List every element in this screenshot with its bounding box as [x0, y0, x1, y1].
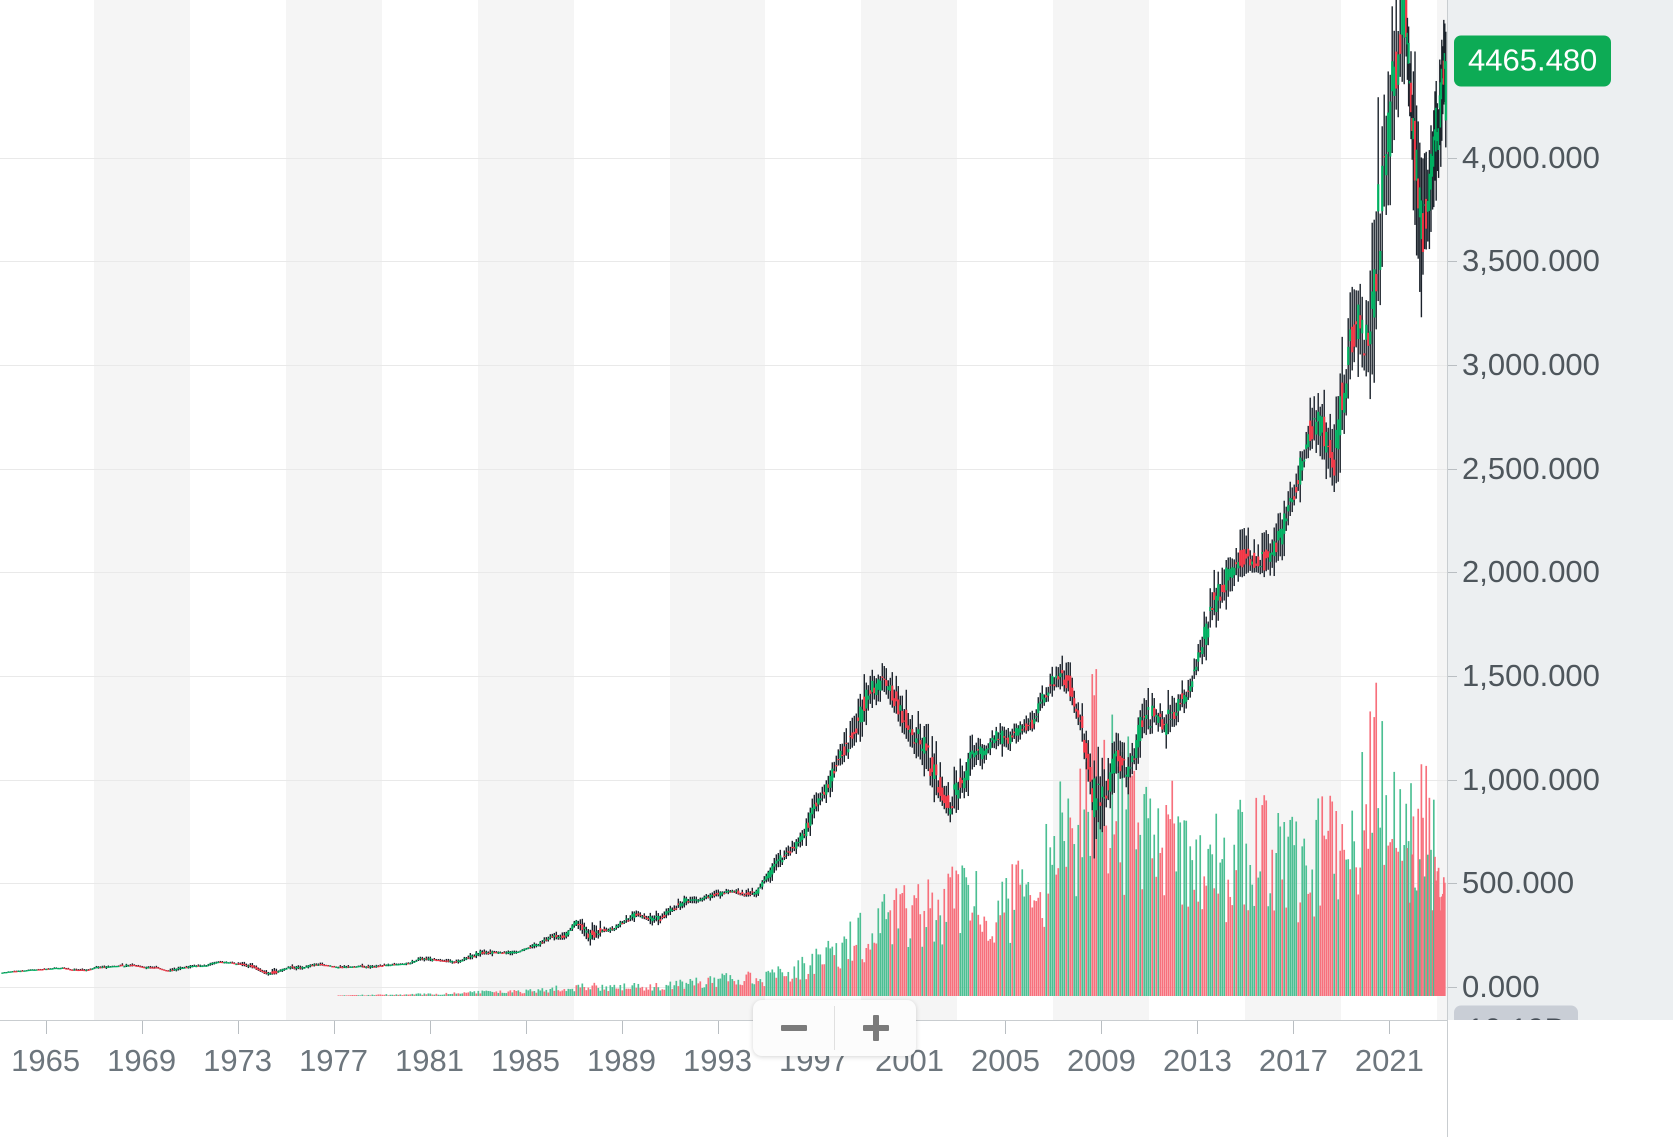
- price-axis-label: 500.000: [1462, 865, 1575, 901]
- time-axis-label: 1985: [491, 1043, 560, 1078]
- last-price-badge: 4465.480: [1454, 35, 1612, 87]
- time-axis-label: 2021: [1354, 1043, 1424, 1078]
- background-stripe: [669, 0, 766, 1020]
- time-axis-tick: [334, 1021, 335, 1034]
- gridline: [0, 883, 1447, 884]
- minus-icon: [780, 1025, 807, 1031]
- background-stripe: [285, 0, 382, 1020]
- time-axis-label: 1965: [11, 1043, 81, 1078]
- time-axis-label: 2005: [970, 1043, 1040, 1078]
- time-axis-tick: [622, 1021, 623, 1034]
- price-axis-tick: [1448, 883, 1457, 884]
- time-axis-tick: [430, 1021, 431, 1034]
- price-axis-tick: [1448, 780, 1457, 781]
- price-axis-label: 4,000.000: [1462, 139, 1600, 175]
- background-stripe: [477, 0, 574, 1020]
- time-axis-tick: [238, 1021, 239, 1034]
- gridline: [0, 365, 1447, 366]
- time-axis-tick: [1389, 1021, 1390, 1034]
- time-axis-tick: [526, 1021, 527, 1034]
- background-stripe: [861, 0, 958, 1020]
- zoom-in-button[interactable]: [835, 1000, 916, 1056]
- gridline: [0, 572, 1447, 573]
- time-axis-tick: [46, 1021, 47, 1034]
- price-axis-tick: [1448, 365, 1457, 366]
- price-axis-label: 1,000.000: [1462, 761, 1600, 797]
- price-axis-label: 0.000: [1462, 968, 1540, 1004]
- zoom-divider: [834, 1006, 835, 1050]
- price-axis-label: 1,500.000: [1462, 657, 1600, 693]
- gridline: [0, 676, 1447, 677]
- price-axis-tick: [1448, 987, 1457, 988]
- time-axis-label: 2017: [1258, 1043, 1328, 1078]
- time-axis-label: 1993: [683, 1043, 752, 1078]
- plus-icon: [862, 1015, 889, 1041]
- price-axis-tick: [1448, 158, 1457, 159]
- gridline: [0, 469, 1447, 470]
- background-stripes: [0, 0, 1447, 1020]
- gridline: [0, 158, 1447, 159]
- chart-plot-area[interactable]: [0, 0, 1447, 1020]
- time-axis-tick: [1197, 1021, 1198, 1034]
- gridline: [0, 261, 1447, 262]
- time-axis-label: 1969: [107, 1043, 177, 1078]
- zoom-controls: [753, 1000, 916, 1056]
- time-axis[interactable]: 1965 1969 1973 1977 1981 1985 1989 1993 1997 2001…: [0, 1020, 1447, 1137]
- background-stripe: [1437, 0, 1447, 1020]
- time-axis-label: 2013: [1162, 1043, 1232, 1078]
- time-axis-label: 1981: [395, 1043, 465, 1078]
- price-axis-tick: [1448, 469, 1457, 470]
- volume-bars: [337, 669, 1446, 996]
- time-axis-tick: [1293, 1021, 1294, 1034]
- price-axis-label: 2,500.000: [1462, 450, 1600, 486]
- price-axis-tick: [1448, 676, 1457, 677]
- candlestick-series: [1, 0, 1447, 976]
- time-axis-label: 2009: [1066, 1043, 1136, 1078]
- time-axis-tick: [718, 1021, 719, 1034]
- time-axis-label: 1973: [203, 1043, 273, 1078]
- time-axis-tick: [142, 1021, 143, 1034]
- axis-corner: [1447, 1020, 1673, 1137]
- gridline: [0, 780, 1447, 781]
- zoom-out-button[interactable]: [753, 1000, 834, 1056]
- price-axis-label: 3,500.000: [1462, 243, 1600, 279]
- price-axis-tick: [1448, 572, 1457, 573]
- time-axis-label: 1977: [299, 1043, 369, 1078]
- background-stripe: [93, 0, 190, 1020]
- price-axis-label: 2,000.000: [1462, 554, 1600, 590]
- price-axis-tick: [1448, 261, 1457, 262]
- price-axis[interactable]: 4465.480 10.19B 4,000.0003,500.0003,000.…: [1447, 0, 1673, 1055]
- time-axis-label: 1989: [587, 1043, 656, 1078]
- time-axis-tick: [1101, 1021, 1102, 1034]
- price-axis-label: 3,000.000: [1462, 346, 1600, 382]
- time-axis-tick: [1005, 1021, 1006, 1034]
